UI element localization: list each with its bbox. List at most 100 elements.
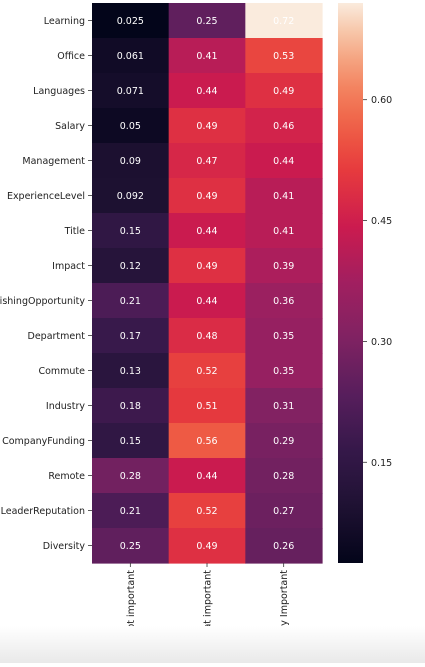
colorbar-tick-label: 0.30 [371, 337, 392, 348]
cell-value-label: 0.52 [196, 506, 217, 517]
heatmap-cell [92, 213, 170, 249]
cell-value-label: 0.09 [120, 156, 141, 167]
row-tick-label: Diversity [43, 541, 86, 552]
row-tick-label: Office [57, 51, 85, 62]
row-tick-label: Remote [48, 471, 85, 482]
cell-value-label: 0.44 [273, 156, 294, 167]
heatmap-cell [245, 38, 323, 74]
cell-value-label: 0.41 [273, 191, 294, 202]
heatmap-cell [92, 73, 170, 109]
cell-value-label: 0.21 [120, 506, 141, 517]
cell-value-label: 0.25 [196, 16, 217, 27]
cell-value-label: 0.47 [196, 156, 217, 167]
cell-value-label: 0.44 [196, 86, 217, 97]
heatmap-cell [245, 213, 323, 249]
heatmap-cell [168, 528, 246, 564]
cell-value-label: 0.35 [273, 331, 294, 342]
heatmap-cell [245, 178, 323, 214]
heatmap-cell [168, 248, 246, 284]
column-tick-label: Very Important [279, 570, 290, 642]
row-tick-label: Languages [33, 86, 85, 97]
cell-value-label: 0.15 [120, 226, 141, 237]
cell-value-label: 0.46 [273, 121, 294, 132]
heatmap-cells [92, 3, 323, 564]
cell-value-label: 0.52 [196, 366, 217, 377]
heatmap-cell [245, 248, 323, 284]
row-tick-label: Salary [55, 121, 85, 132]
row-tick-labels: Learning Office Languages Salary Management E… [0, 16, 92, 552]
heatmap-cell [92, 318, 170, 354]
heatmap-cell [168, 213, 246, 249]
row-tick-label: CompanyFunding [2, 436, 85, 447]
heatmap-cell [92, 493, 170, 529]
row-tick-label: Department [28, 331, 86, 342]
cell-value-label: 0.061 [117, 51, 144, 62]
row-tick-label: Industry [46, 401, 85, 412]
row-tick-label: Title [64, 226, 86, 237]
heatmap-cell [92, 3, 170, 39]
row-tick-label: ExperienceLevel [7, 191, 85, 202]
heatmap-cell [245, 73, 323, 109]
row-tick-label: EstablishingOpportunity [0, 296, 85, 307]
heatmap-cell [92, 528, 170, 564]
heatmap-cell [92, 388, 170, 424]
cell-value-label: 0.025 [117, 16, 144, 27]
heatmap-cell [92, 458, 170, 494]
heatmap-cell [245, 353, 323, 389]
heatmap-cell [245, 3, 323, 39]
colorbar: 0.15 0.30 0.45 0.60 [338, 3, 392, 563]
cell-value-label: 0.41 [273, 226, 294, 237]
cell-value-label: 0.53 [273, 51, 294, 62]
cell-value-label: 0.12 [120, 261, 141, 272]
heatmap-cell [92, 178, 170, 214]
cell-value-label: 0.49 [196, 121, 217, 132]
colorbar-tick-label: 0.45 [371, 216, 392, 227]
row-tick-label: Learning [44, 16, 85, 27]
heatmap-cell [168, 318, 246, 354]
heatmap-cell [245, 493, 323, 529]
cell-value-label: 0.35 [273, 366, 294, 377]
cell-value-label: 0.092 [117, 191, 144, 202]
heatmap-cell [92, 248, 170, 284]
heatmap-cell [168, 73, 246, 109]
heatmap-cell [92, 38, 170, 74]
cell-value-label: 0.25 [120, 541, 141, 552]
cell-value-label: 0.18 [120, 401, 141, 412]
cell-value-label: 0.39 [273, 261, 294, 272]
heatmap-cell [168, 38, 246, 74]
cell-value-label: 0.49 [196, 261, 217, 272]
cell-value-label: 0.13 [120, 366, 141, 377]
row-tick-label: Impact [52, 261, 85, 272]
cell-value-label: 0.48 [196, 331, 217, 342]
heatmap-cell [168, 353, 246, 389]
cell-value-label: 0.26 [273, 541, 294, 552]
cell-value-label: 0.51 [196, 401, 217, 412]
colorbar-gradient [338, 3, 363, 563]
cell-value-label: 0.28 [273, 471, 294, 482]
heatmap-cell [168, 178, 246, 214]
column-tick-label: Somewhat important [203, 570, 214, 663]
cell-value-label: 0.49 [273, 86, 294, 97]
heatmap-cell [245, 423, 323, 459]
heatmap-cell [168, 423, 246, 459]
colorbar-tick-label: 0.60 [371, 95, 392, 106]
cell-value-label: 0.41 [196, 51, 217, 62]
cell-value-label: 0.36 [273, 296, 294, 307]
cell-value-label: 0.17 [120, 331, 141, 342]
heatmap-cell [92, 283, 170, 319]
cell-value-label: 0.071 [117, 86, 144, 97]
heatmap-cell [245, 458, 323, 494]
column-tick-labels: Not important Somewhat important Very Impo… [126, 563, 290, 667]
heatmap-cell [168, 388, 246, 424]
cell-value-label: 0.56 [196, 436, 217, 447]
cell-value-label: 0.44 [196, 296, 217, 307]
heatmap-cell [168, 458, 246, 494]
cell-value-label: 0.49 [196, 541, 217, 552]
heatmap-cell [168, 283, 246, 319]
heatmap-cell-labels: 0.025 0.25 0.72 0.061 0.41 0.53 0.071 0.44 0.49 0… [117, 16, 295, 552]
cell-value-label: 0.29 [273, 436, 294, 447]
colorbar-tick-label: 0.15 [371, 458, 392, 469]
heatmap-cell [245, 108, 323, 144]
